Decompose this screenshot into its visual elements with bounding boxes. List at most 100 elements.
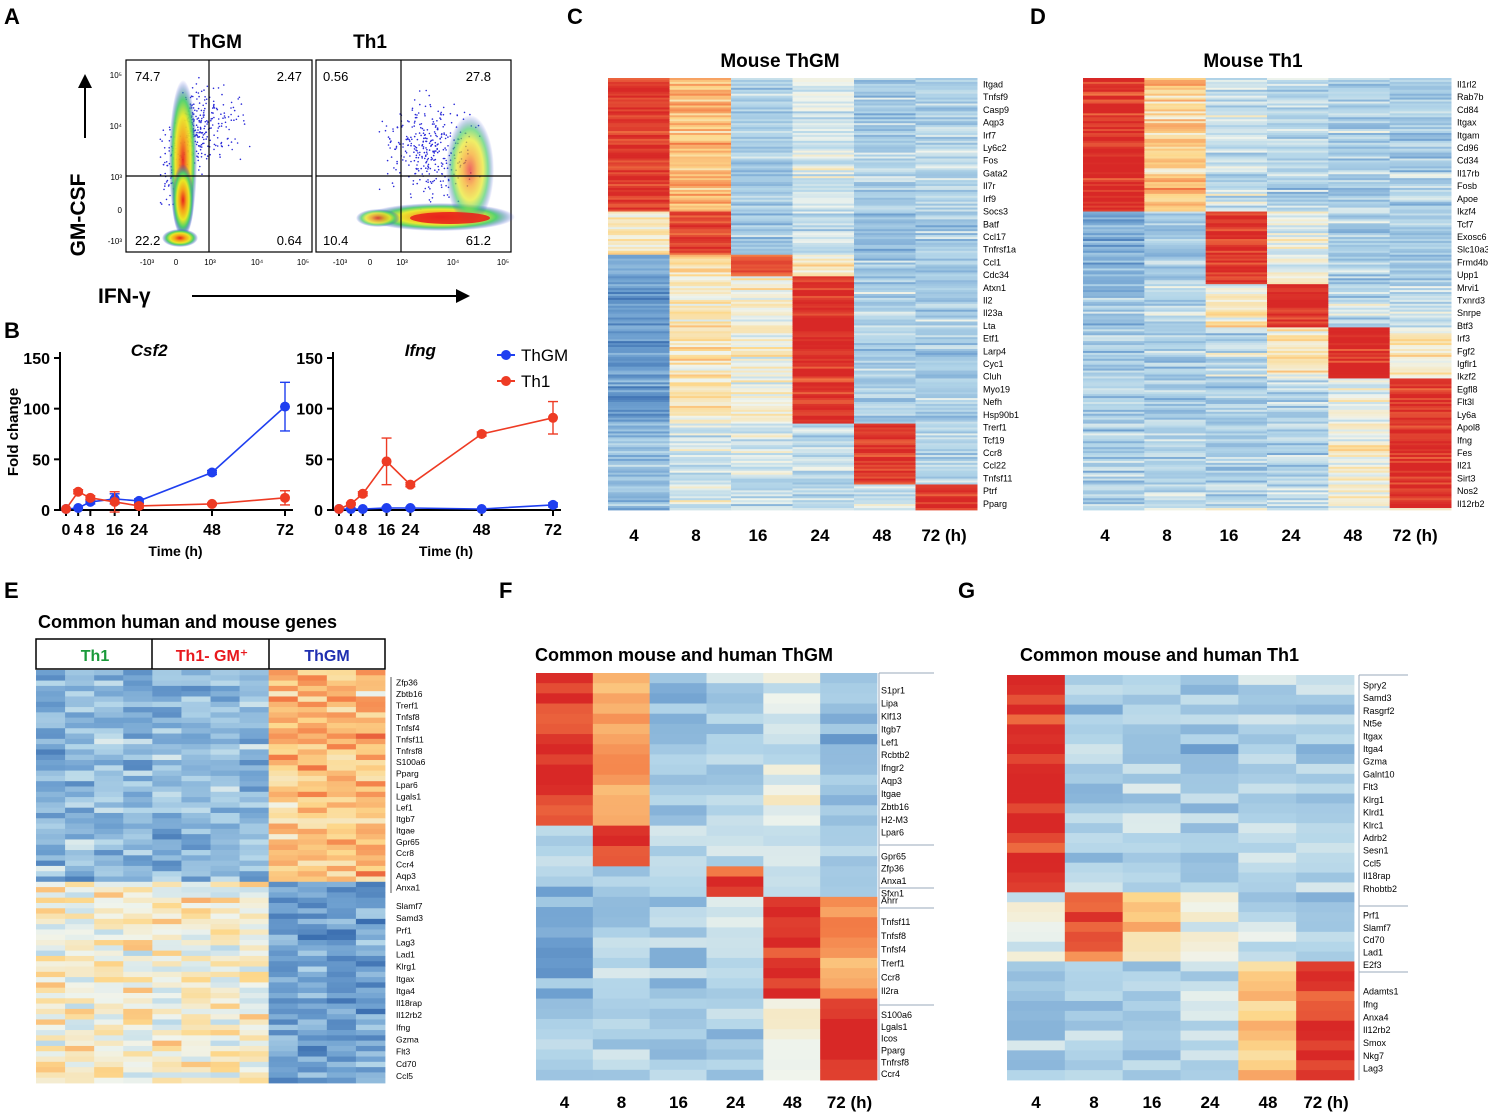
heatmap-cell <box>181 924 211 930</box>
flow-xtick-0: 0 <box>174 258 179 267</box>
heatmap-cell <box>1328 474 1391 478</box>
heatmap-cell <box>731 348 793 352</box>
heatmap-cell <box>1267 368 1329 371</box>
heatmap-cell <box>1205 223 1268 226</box>
gene-label: Icos <box>881 1034 898 1044</box>
heatmap-cell <box>820 734 878 745</box>
heatmap-cell <box>1083 176 1145 179</box>
heatmap-cell <box>854 184 916 187</box>
heatmap-cell <box>297 701 328 708</box>
heatmap-cell <box>1083 423 1145 426</box>
heatmap-cell <box>1328 364 1391 368</box>
heatmap-cell <box>1205 502 1268 505</box>
heatmap-cell <box>763 937 821 949</box>
flow-xtick-th1-1e5: 10⁵ <box>497 258 509 267</box>
heatmap-cell <box>669 449 732 452</box>
heatmap-cell <box>731 225 793 228</box>
heatmap-cell <box>1144 484 1207 487</box>
heatmap-cell <box>1083 85 1145 89</box>
heatmap-cell <box>268 871 299 877</box>
heatmap-cell <box>1122 833 1181 844</box>
heatmap-cell <box>1267 199 1329 203</box>
heatmap-cell <box>731 456 793 460</box>
heatmap-cell <box>1389 78 1452 81</box>
heatmap-cell <box>854 278 916 281</box>
heatmap-cell <box>792 154 855 157</box>
chart-x-label: Time (h) <box>419 543 473 559</box>
heatmap-cell <box>608 492 670 495</box>
flow-event-dot <box>429 103 432 106</box>
heatmap-cell <box>1144 199 1207 203</box>
heatmap-cell <box>1205 201 1268 205</box>
heatmap-cell <box>669 453 732 456</box>
heatmap-cell <box>1389 462 1452 466</box>
heatmap-cell <box>65 738 95 745</box>
heatmap-cell <box>1205 254 1268 258</box>
heatmap-cell <box>1144 170 1207 173</box>
heatmap-cell <box>669 89 732 93</box>
heatmap-cell <box>1328 402 1391 405</box>
heatmap-cell <box>1267 299 1329 303</box>
heatmap-cell <box>1205 419 1268 423</box>
gene-label: Cdc34 <box>983 270 1009 280</box>
heatmap-cell <box>608 168 670 171</box>
heatmap-cell <box>1205 388 1268 391</box>
heatmap-cell <box>854 480 916 483</box>
heatmap-cell <box>268 992 299 999</box>
heatmap-cell <box>731 427 793 430</box>
heatmap-cell <box>326 887 357 893</box>
gene-label: Tnfsf11 <box>396 735 424 745</box>
heatmap-cell <box>1083 460 1145 464</box>
heatmap-cell <box>297 955 328 962</box>
heatmap-cell <box>1083 368 1145 371</box>
heatmap-cell <box>792 411 855 415</box>
heatmap-cell <box>1267 394 1329 397</box>
heatmap-cell <box>1267 260 1329 263</box>
heatmap-cell <box>820 937 878 949</box>
heatmap-cell <box>1205 458 1268 462</box>
heatmap-cell <box>1328 211 1391 214</box>
heatmap-cell <box>731 205 793 208</box>
flow-event-dot <box>164 172 166 175</box>
heatmap-cell <box>854 421 916 424</box>
heatmap-cell <box>355 744 386 750</box>
heatmap-cell <box>792 97 855 100</box>
heatmap-cell <box>1144 111 1207 114</box>
heatmap-cell <box>731 78 793 81</box>
heatmap-cell <box>915 146 978 150</box>
heatmap-cell <box>1144 280 1207 283</box>
heatmap-cell <box>94 670 124 676</box>
heatmap-cell <box>915 123 978 126</box>
gene-label: Nefh <box>983 397 1002 407</box>
heatmap-cell <box>239 802 270 809</box>
heatmap-cell <box>1144 362 1207 366</box>
data-point-thgm <box>476 503 487 514</box>
heatmap-cell <box>608 425 670 428</box>
heatmap-cell <box>608 278 670 281</box>
heatmap-cell <box>152 691 182 697</box>
heatmap-cell <box>915 250 978 254</box>
heatmap-cell <box>268 728 299 734</box>
heatmap-cell <box>669 299 732 303</box>
heatmap-cell <box>1205 256 1268 260</box>
heatmap-cell <box>608 384 670 387</box>
heatmap-cell <box>355 860 386 867</box>
heatmap-cell <box>608 134 670 138</box>
heatmap-cell <box>669 233 732 236</box>
heatmap-cell <box>181 1008 211 1015</box>
heatmap-cell <box>1064 842 1124 854</box>
heatmap-cell <box>820 1059 878 1071</box>
heatmap-cell <box>1389 227 1452 230</box>
heatmap-cell <box>152 675 182 681</box>
heatmap-cell <box>1389 250 1452 254</box>
heatmap-cell <box>326 802 357 809</box>
heatmap-cell <box>669 384 732 387</box>
heatmap-cell <box>820 896 878 908</box>
heatmap-cell <box>1205 396 1268 399</box>
heatmap-cell <box>731 439 793 442</box>
heatmap-cell <box>669 127 732 130</box>
heatmap-cell <box>1267 292 1329 295</box>
heatmap-cell <box>1267 403 1329 407</box>
time-label: 72 (h) <box>827 1093 872 1112</box>
heatmap-cell <box>239 1072 270 1079</box>
